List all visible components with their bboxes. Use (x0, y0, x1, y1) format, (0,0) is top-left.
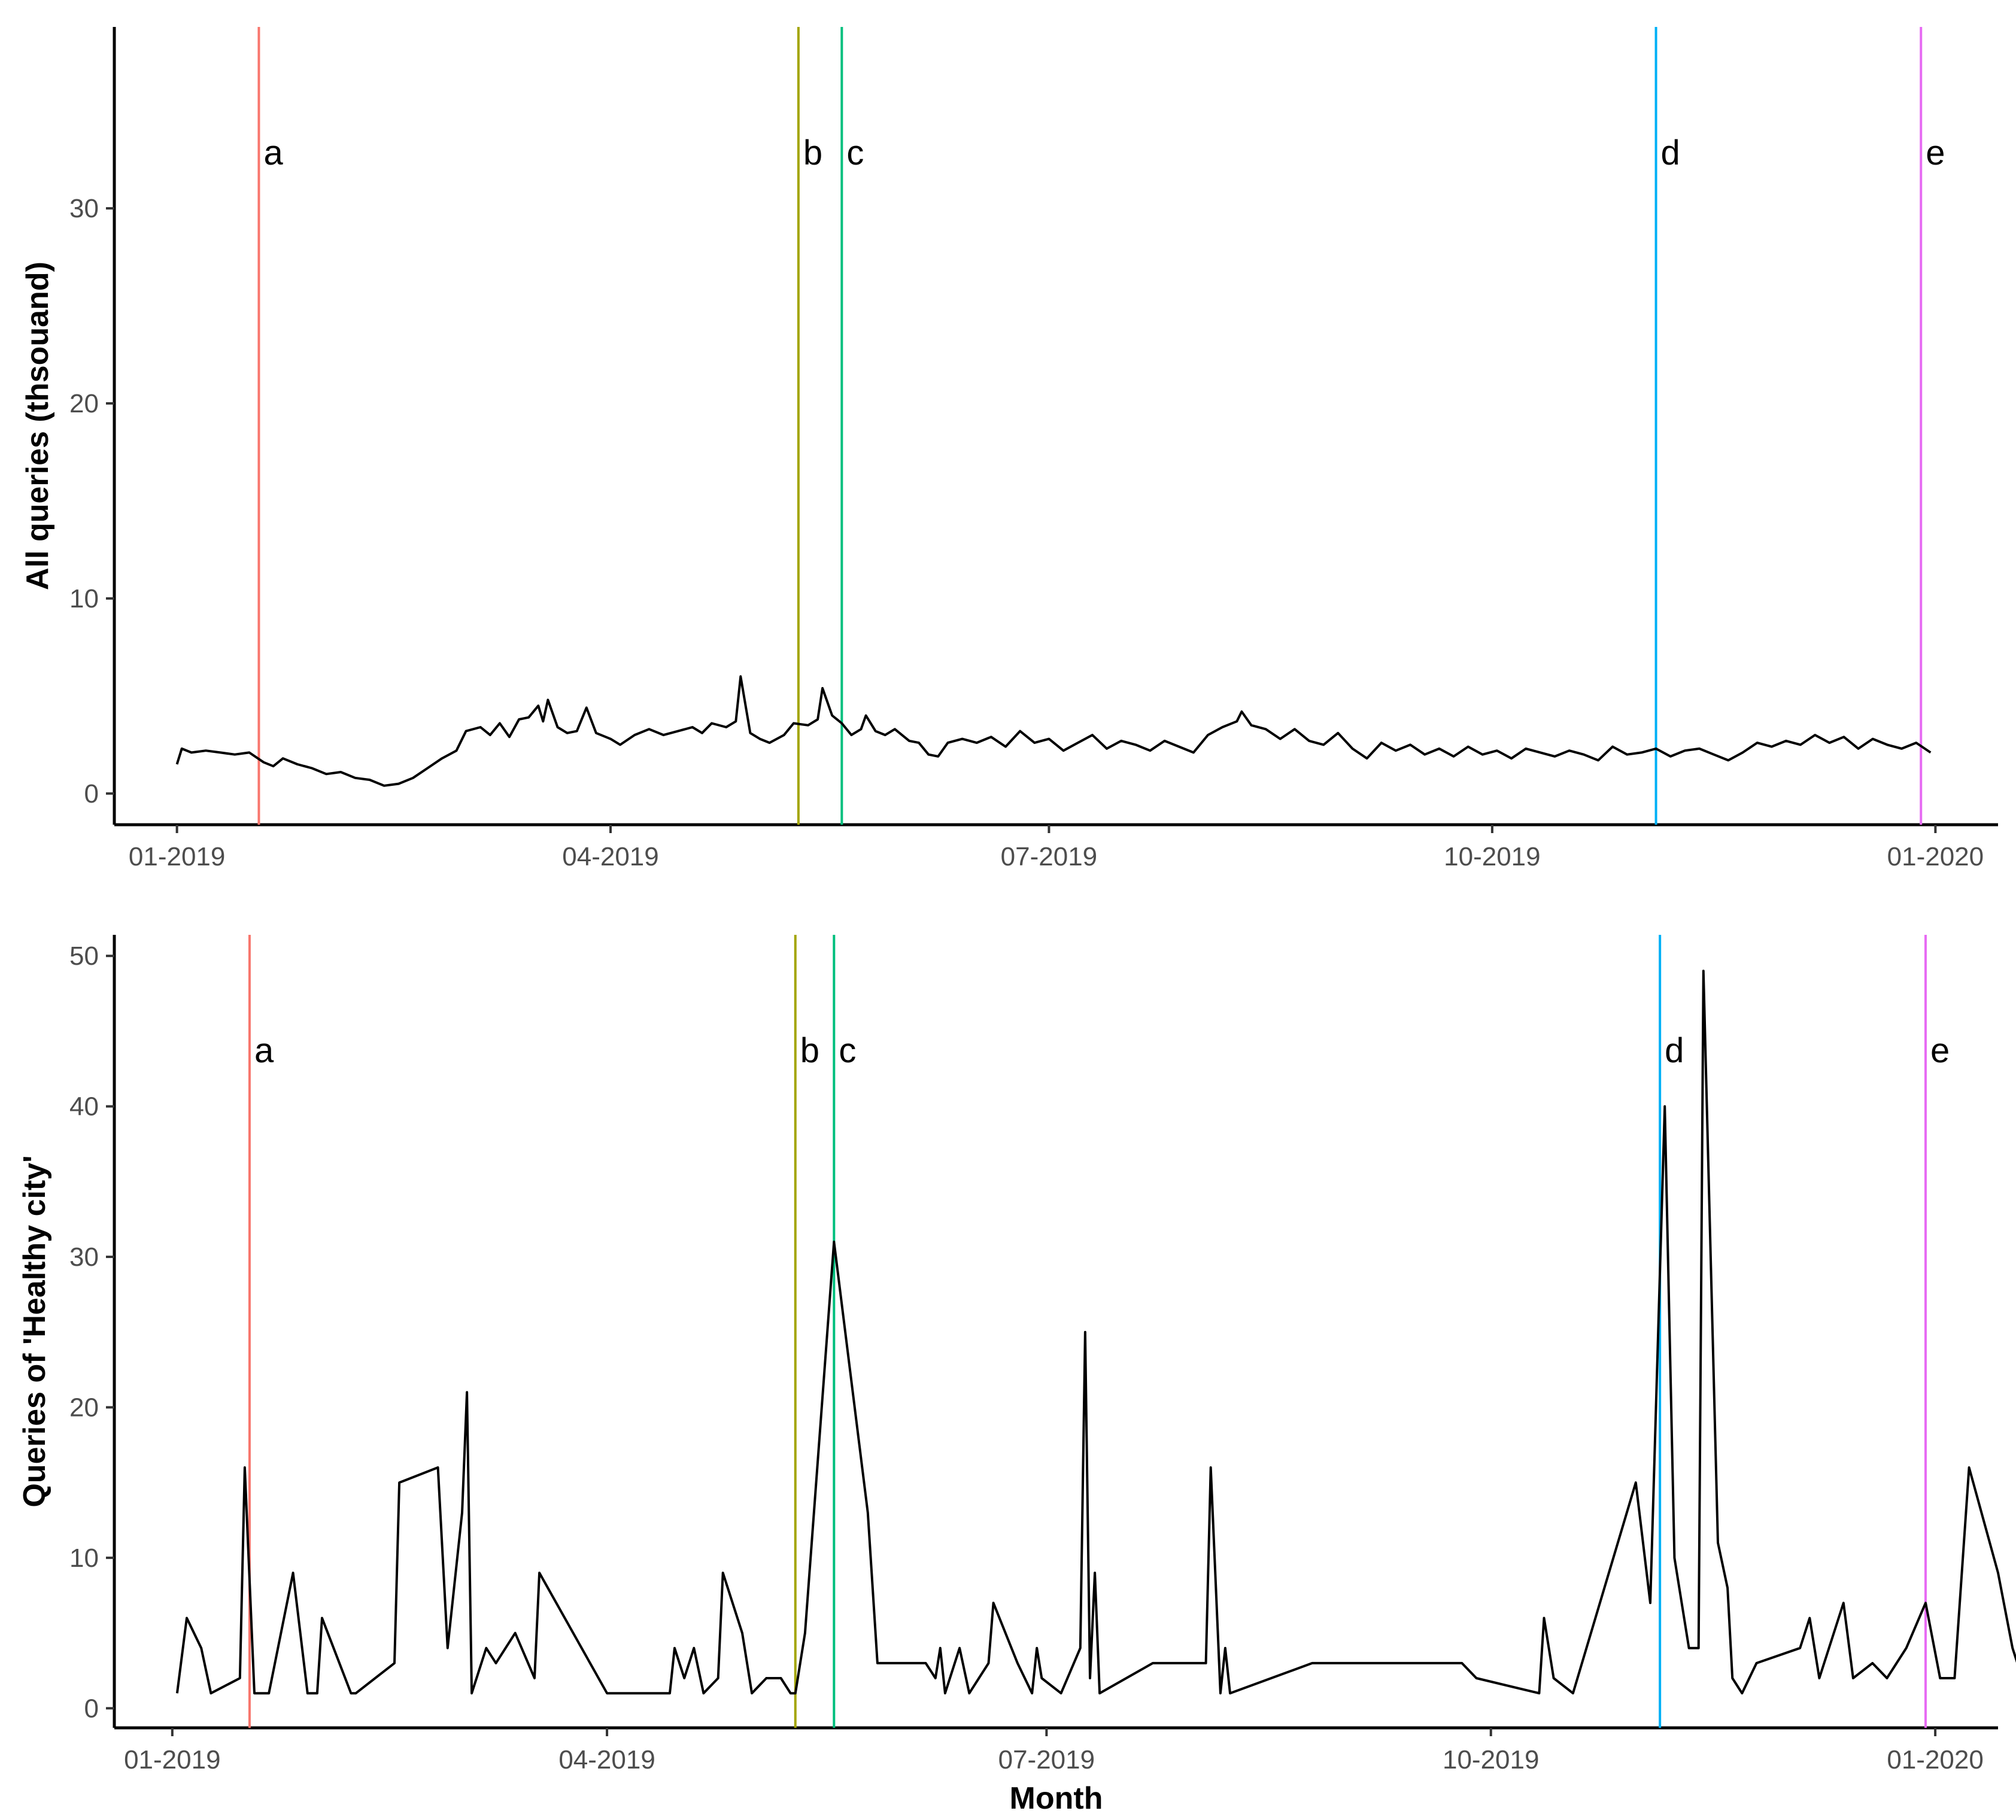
y-tick-label: 30 (69, 194, 99, 223)
x-tick-label: 01-2020 (1887, 1745, 1983, 1775)
y-tick-label: 10 (69, 1543, 99, 1573)
event-label-a: a (263, 133, 283, 172)
x-tick-label: 04-2019 (562, 842, 658, 871)
x-tick-label: 04-2019 (558, 1745, 655, 1775)
y-tick-label: 10 (69, 584, 99, 613)
series-line-0 (175, 970, 2016, 1695)
series-line-0 (175, 675, 1932, 787)
event-label-b: b (803, 133, 822, 172)
x-tick-label: 07-2019 (998, 1745, 1095, 1775)
event-label-b: b (800, 1031, 819, 1070)
x-axis-title: Month (1010, 1781, 1103, 1816)
event-label-c: c (846, 133, 864, 172)
y-tick-label: 20 (69, 389, 99, 418)
x-tick-label: 01-2019 (129, 842, 225, 871)
event-label-e: e (1926, 133, 1945, 172)
y-axis-title: All queries (thsouand) (20, 262, 55, 590)
x-tick-label: 07-2019 (1001, 842, 1097, 871)
y-tick-label: 0 (84, 1694, 99, 1723)
event-label-d: d (1661, 133, 1680, 172)
y-tick-label: 30 (69, 1242, 99, 1272)
y-tick-label: 0 (84, 779, 99, 809)
panel-healthy-city-queries: 0 10 20 30 40 50 01-2019 04-2019 07-2019 10-2019 0… (17, 935, 2016, 1816)
x-tick-label: 10-2019 (1443, 1745, 1539, 1775)
event-label-e: e (1930, 1031, 1950, 1070)
y-axis-title: Queries of 'Healthy city' (17, 1155, 52, 1507)
event-label-c: c (839, 1031, 856, 1070)
x-tick-label: 01-2020 (1887, 842, 1984, 871)
event-label-d: d (1665, 1031, 1684, 1070)
x-tick-label: 01-2019 (124, 1745, 220, 1775)
panel-all-queries: 0 10 20 30 01-2019 04-2019 07-2019 10-2019 01-20… (20, 27, 1998, 871)
y-tick-label: 40 (69, 1092, 99, 1122)
y-tick-label: 50 (69, 941, 99, 971)
event-label-a: a (254, 1031, 274, 1070)
x-tick-label: 10-2019 (1444, 842, 1540, 871)
y-tick-label: 20 (69, 1393, 99, 1422)
